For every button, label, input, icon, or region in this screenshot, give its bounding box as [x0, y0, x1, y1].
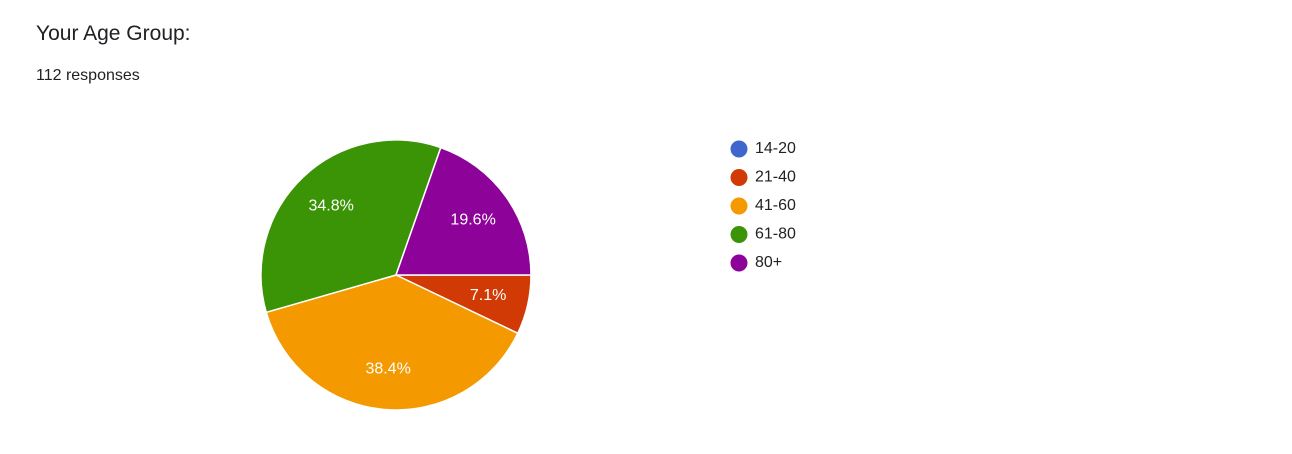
legend-label: 14-20: [755, 140, 796, 157]
slice-label: 34.8%: [308, 197, 353, 214]
slice-label: 19.6%: [450, 212, 495, 229]
legend-swatch: [730, 197, 748, 215]
pie-slice: [260, 139, 442, 314]
pie-slice: [394, 146, 532, 276]
response-count: 112 responses: [36, 67, 140, 84]
slice-label: 7.1%: [470, 287, 506, 304]
chart-title: Your Age Group:: [36, 22, 191, 45]
legend-swatch: [730, 254, 748, 272]
legend-swatch: [730, 169, 748, 186]
legend-label: 80+: [755, 254, 782, 271]
slice-label: 38.4%: [365, 360, 410, 377]
legend-swatch: [730, 226, 748, 243]
legend-label: 61-80: [755, 226, 796, 243]
legend-label: 21-40: [755, 169, 796, 186]
legend-label: 41-60: [755, 197, 796, 214]
pie-slice: [265, 274, 519, 411]
legend-swatch: [730, 140, 748, 158]
